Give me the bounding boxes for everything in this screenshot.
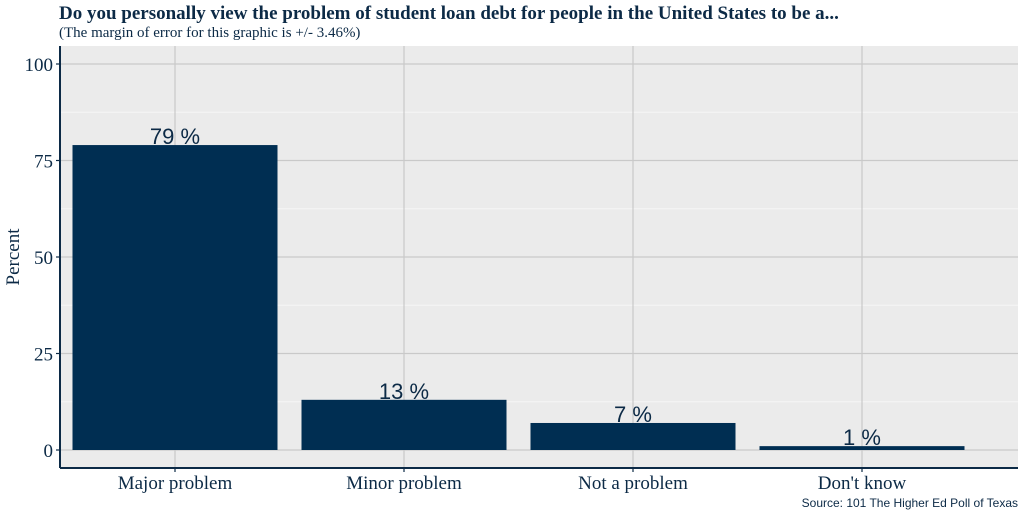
data-label: 1 % (843, 425, 881, 450)
y-tick-label: 50 (34, 248, 53, 269)
chart-title: Do you personally view the problem of st… (59, 3, 839, 24)
data-label: 13 % (379, 379, 429, 404)
x-axis-ticks: Major problem Minor problem Not a problem D… (118, 468, 907, 494)
bar (530, 422, 736, 450)
y-tick-label: 75 (34, 152, 53, 173)
x-tick-label: Don't know (818, 473, 907, 494)
y-axis-label: Percent (3, 228, 24, 286)
bars (72, 145, 965, 450)
y-axis-ticks: 0 25 50 75 100 (25, 55, 60, 462)
data-label: 7 % (614, 402, 652, 427)
bar (759, 446, 965, 450)
y-tick-label: 100 (25, 55, 54, 76)
data-labels: 79 % 13 % 7 % 1 % (150, 124, 881, 450)
bar (301, 399, 507, 450)
x-tick-label: Minor problem (346, 473, 462, 494)
x-tick-label: Not a problem (578, 473, 688, 494)
y-tick-label: 25 (34, 345, 53, 366)
x-tick-label: Major problem (118, 473, 233, 494)
y-tick-label: 0 (44, 441, 54, 462)
chart-subtitle: (The margin of error for this graphic is… (59, 25, 361, 41)
data-label: 79 % (150, 124, 200, 149)
bar (72, 145, 278, 450)
source-note: Source: 101 The Higher Ed Poll of Texas (801, 496, 1018, 510)
